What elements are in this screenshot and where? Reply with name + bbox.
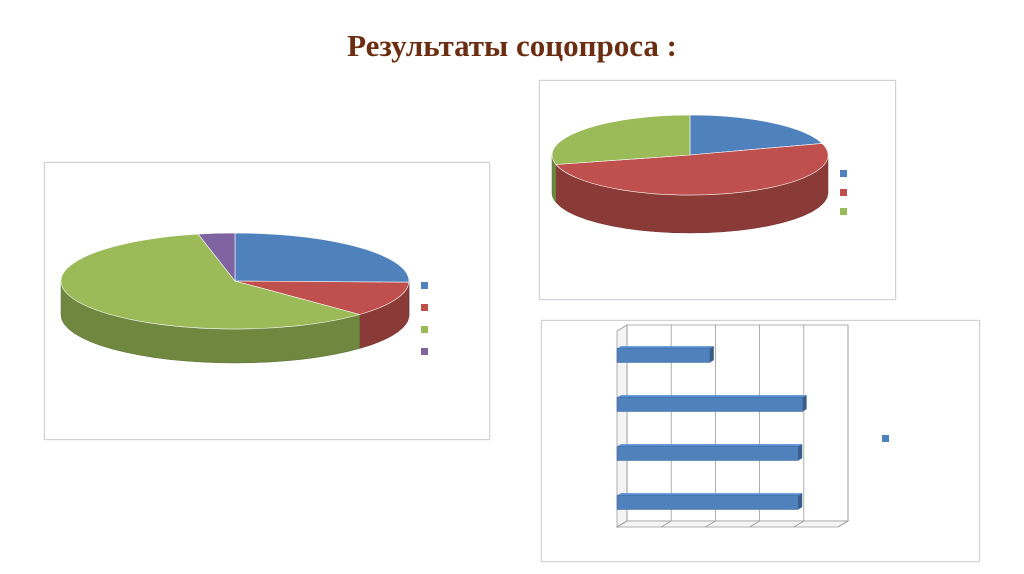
bar-end-вечером (802, 395, 807, 412)
bar-top-вечером (617, 395, 807, 398)
legend-swatch-красный (421, 304, 428, 311)
floor-gridline (749, 520, 760, 528)
pie-slice-чёрный (60, 233, 361, 330)
floor-gridline (793, 520, 805, 528)
bar-вечером (616, 397, 803, 412)
floor-gridline (705, 520, 716, 528)
floor-gridline (837, 520, 849, 528)
bar-ночью (616, 348, 711, 363)
bar-top-ночью (617, 346, 714, 349)
pie-slice-белый (197, 232, 236, 282)
bar-end-утром (798, 493, 803, 510)
pie-slice-зелёный (234, 232, 410, 283)
legend-swatch-слабой (840, 208, 847, 215)
time-bar-svg (615, 324, 889, 528)
floor-gridline (660, 520, 672, 528)
pie-slice-слабой (551, 114, 691, 165)
slide-title: Результаты соцопроса : (347, 28, 677, 63)
bar-top-днём (617, 444, 803, 447)
strength-pie-svg (551, 114, 847, 234)
bar-утром (616, 495, 799, 510)
tea-strength-chart (539, 80, 896, 300)
tea-pie-svg (60, 232, 428, 364)
pie-slice-красный (234, 280, 410, 315)
legend-swatch-белый (421, 348, 428, 355)
legend-swatch-крепкий (840, 170, 847, 177)
bar-top-утром (617, 493, 803, 496)
time-of-day-chart (541, 320, 980, 562)
pie-slice-крепкий (689, 114, 823, 156)
bar-end-днём (798, 444, 803, 461)
tea-preference-chart (44, 162, 490, 440)
legend-swatch-чёрный (421, 326, 428, 333)
bar-end-ночью (709, 346, 714, 363)
legend-swatch-stolbets-v (882, 435, 889, 442)
bar-днём (616, 446, 799, 461)
plot-floor (615, 520, 850, 528)
legend-swatch-средней (840, 189, 847, 196)
legend-swatch-зелёный (421, 282, 428, 289)
floor-gridline (616, 520, 628, 528)
pie-slice-средней (555, 143, 829, 196)
